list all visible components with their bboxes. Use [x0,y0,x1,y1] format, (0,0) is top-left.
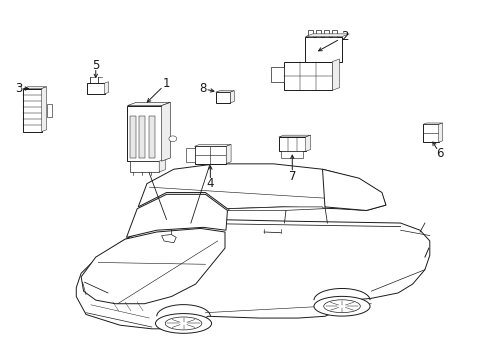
Polygon shape [331,59,339,90]
Polygon shape [230,91,234,103]
Ellipse shape [313,296,369,316]
Bar [185,148,194,162]
Polygon shape [104,82,108,94]
Polygon shape [305,135,310,151]
Polygon shape [159,159,165,172]
Bar [271,67,283,82]
Bar [422,125,438,142]
Polygon shape [126,194,227,237]
Bar [130,161,159,172]
Polygon shape [278,135,310,137]
Bar [324,30,328,37]
Polygon shape [76,220,429,329]
Polygon shape [41,87,46,132]
Text: 8: 8 [199,82,206,95]
Text: 4: 4 [206,177,214,190]
Bar [316,30,321,37]
Polygon shape [127,102,170,105]
Polygon shape [81,228,224,304]
Bar [331,30,336,37]
Ellipse shape [155,314,211,333]
Polygon shape [138,164,385,211]
Polygon shape [322,169,385,211]
Text: 7: 7 [288,170,295,183]
Bar [130,116,136,158]
Bar [46,104,52,117]
Bar [23,89,41,132]
Bar [87,83,104,94]
Text: 2: 2 [340,30,347,43]
Text: 5: 5 [92,59,99,72]
Bar [281,151,303,158]
Text: 1: 1 [163,77,170,90]
Polygon shape [23,87,46,89]
Bar [305,37,341,62]
Bar [283,62,331,90]
Ellipse shape [165,317,202,330]
Polygon shape [161,234,176,243]
Bar [148,116,155,158]
Circle shape [168,136,176,141]
Polygon shape [438,123,442,142]
Polygon shape [194,144,231,146]
Bar [139,116,145,158]
Polygon shape [422,123,442,125]
Bar [308,30,313,37]
Bar [215,92,230,103]
Polygon shape [226,144,231,163]
Polygon shape [227,207,323,211]
Bar [127,105,161,161]
Text: 3: 3 [16,82,23,95]
Ellipse shape [323,300,360,313]
Bar [278,137,305,151]
Polygon shape [305,34,348,37]
Bar [194,146,226,163]
Polygon shape [215,91,234,92]
Polygon shape [161,102,170,161]
Text: 6: 6 [435,147,443,159]
